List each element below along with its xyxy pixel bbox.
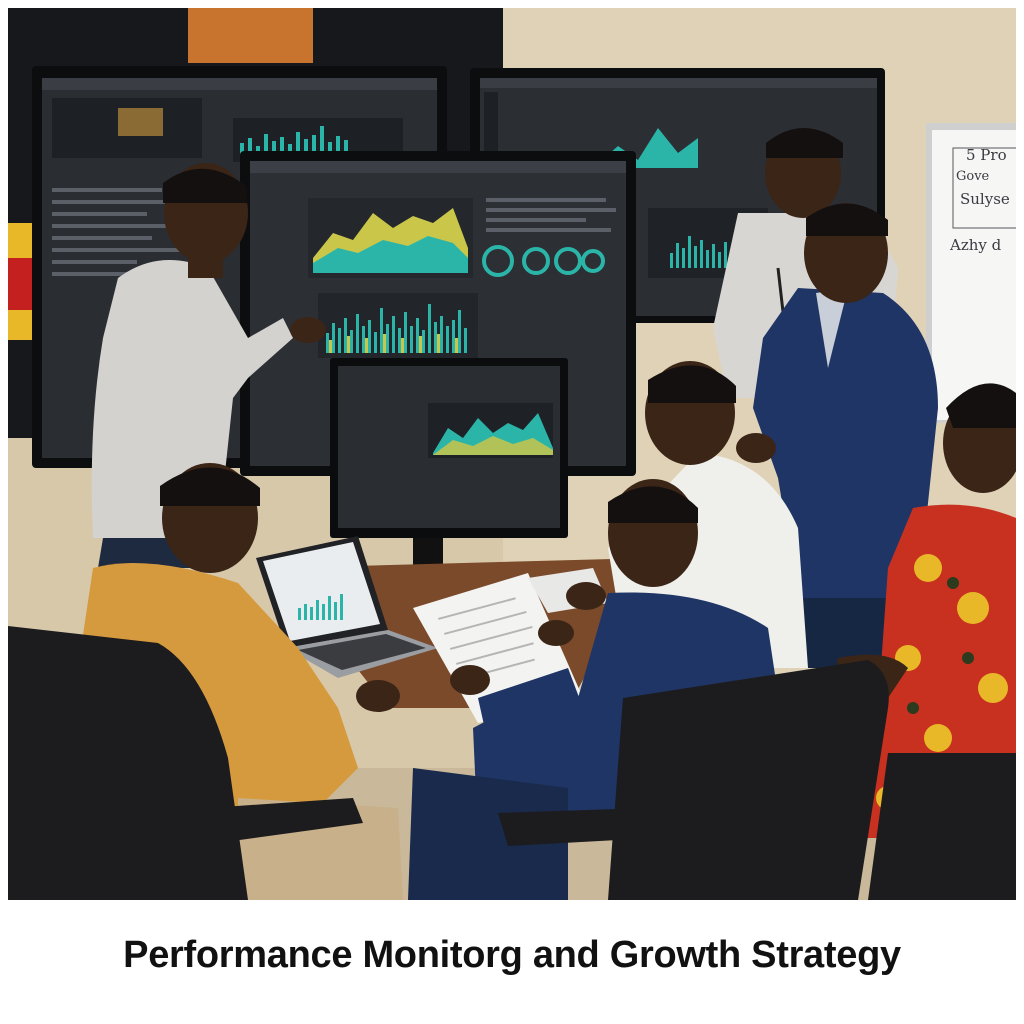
whiteboard-line: 5 Pro [966, 146, 1007, 164]
office-chair-left [8, 626, 363, 900]
laptop [256, 536, 438, 678]
gauge-row [482, 245, 605, 277]
office-chair-center [498, 660, 889, 900]
monitor-desk [330, 358, 568, 587]
caption: Performance Monitorg and Growth Strategy [0, 920, 1024, 990]
whiteboard: 5 Pro Gove Sulyse Azhy d [926, 123, 1016, 423]
whiteboard-line: Sulyse [960, 190, 1010, 208]
area-chart-teal [313, 236, 468, 273]
whiteboard-line: Gove [956, 169, 990, 184]
person-presenter [91, 163, 326, 568]
caption-text: Performance Monitorg and Growth Strategy [123, 933, 901, 976]
photo: 5 Pro Gove Sulyse Azhy d [8, 8, 1016, 900]
whiteboard-line: Azhy d [949, 236, 1002, 254]
office-chair-right [868, 753, 1016, 900]
